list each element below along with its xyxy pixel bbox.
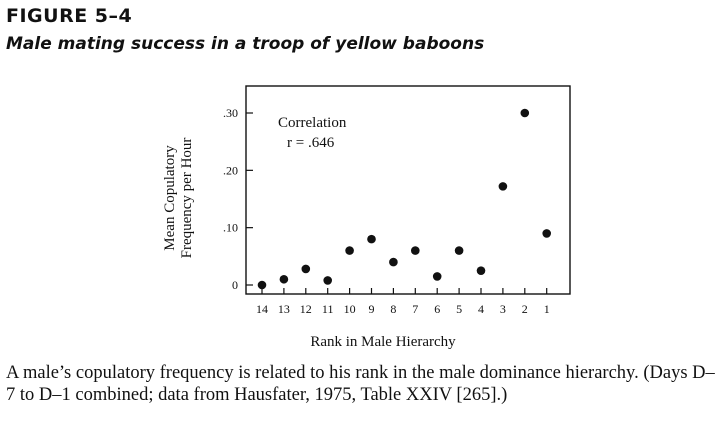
- x-tick-label: 1: [544, 302, 550, 316]
- data-point: [345, 246, 354, 255]
- annotation-line: r = .646: [287, 135, 335, 151]
- x-tick-label: 7: [412, 302, 418, 316]
- figure-label: FIGURE 5–4: [6, 5, 133, 27]
- x-tick-label: 10: [344, 302, 356, 316]
- y-tick-label: .10: [223, 221, 238, 235]
- x-tick-label: 12: [300, 302, 312, 316]
- x-tick-label: 6: [434, 302, 440, 316]
- x-tick-label: 9: [369, 302, 375, 316]
- x-tick-label: 5: [456, 302, 462, 316]
- data-points: [257, 108, 551, 290]
- data-point: [279, 274, 289, 284]
- figure-title: Male mating success in a troop of yellow…: [6, 34, 485, 54]
- data-point: [454, 246, 464, 255]
- y-axis: 0 .10 .20 .30: [223, 106, 253, 292]
- x-tick-label: 3: [500, 302, 506, 316]
- data-point: [476, 266, 486, 275]
- annotation-line: Correlation: [278, 115, 347, 131]
- y-tick-label: .20: [223, 163, 238, 177]
- x-tick-label: 14: [256, 302, 268, 316]
- y-tick-label: .30: [223, 106, 238, 120]
- correlation-annotation: Correlation r = .646: [278, 115, 347, 151]
- data-point: [389, 257, 398, 267]
- x-axis: 14 13 12 11 10 9 8 7 6 5 4 3 2 1: [256, 288, 550, 316]
- x-axis-label: Rank in Male Hierarchy: [310, 334, 456, 350]
- y-axis-label-text: Mean CopulatoryFrequency per Hour: [162, 138, 195, 259]
- data-point: [257, 280, 267, 290]
- data-point: [367, 234, 376, 244]
- x-tick-label: 4: [478, 302, 484, 316]
- data-point: [542, 229, 551, 238]
- y-axis-label: Mean CopulatoryFrequency per Hour: [162, 138, 195, 259]
- data-point: [323, 276, 333, 285]
- x-tick-label: 2: [522, 302, 528, 316]
- figure-caption: A male’s copulatory frequency is related…: [6, 363, 715, 405]
- data-point: [301, 264, 311, 274]
- plot-frame: [245, 85, 571, 295]
- data-point: [411, 246, 420, 255]
- data-point: [432, 272, 442, 281]
- x-tick-label: 13: [278, 302, 290, 316]
- data-point: [520, 108, 530, 118]
- data-point: [498, 182, 508, 191]
- x-tick-label: 11: [322, 302, 334, 316]
- x-tick-label: 8: [390, 302, 396, 316]
- y-tick-label: 0: [232, 278, 238, 292]
